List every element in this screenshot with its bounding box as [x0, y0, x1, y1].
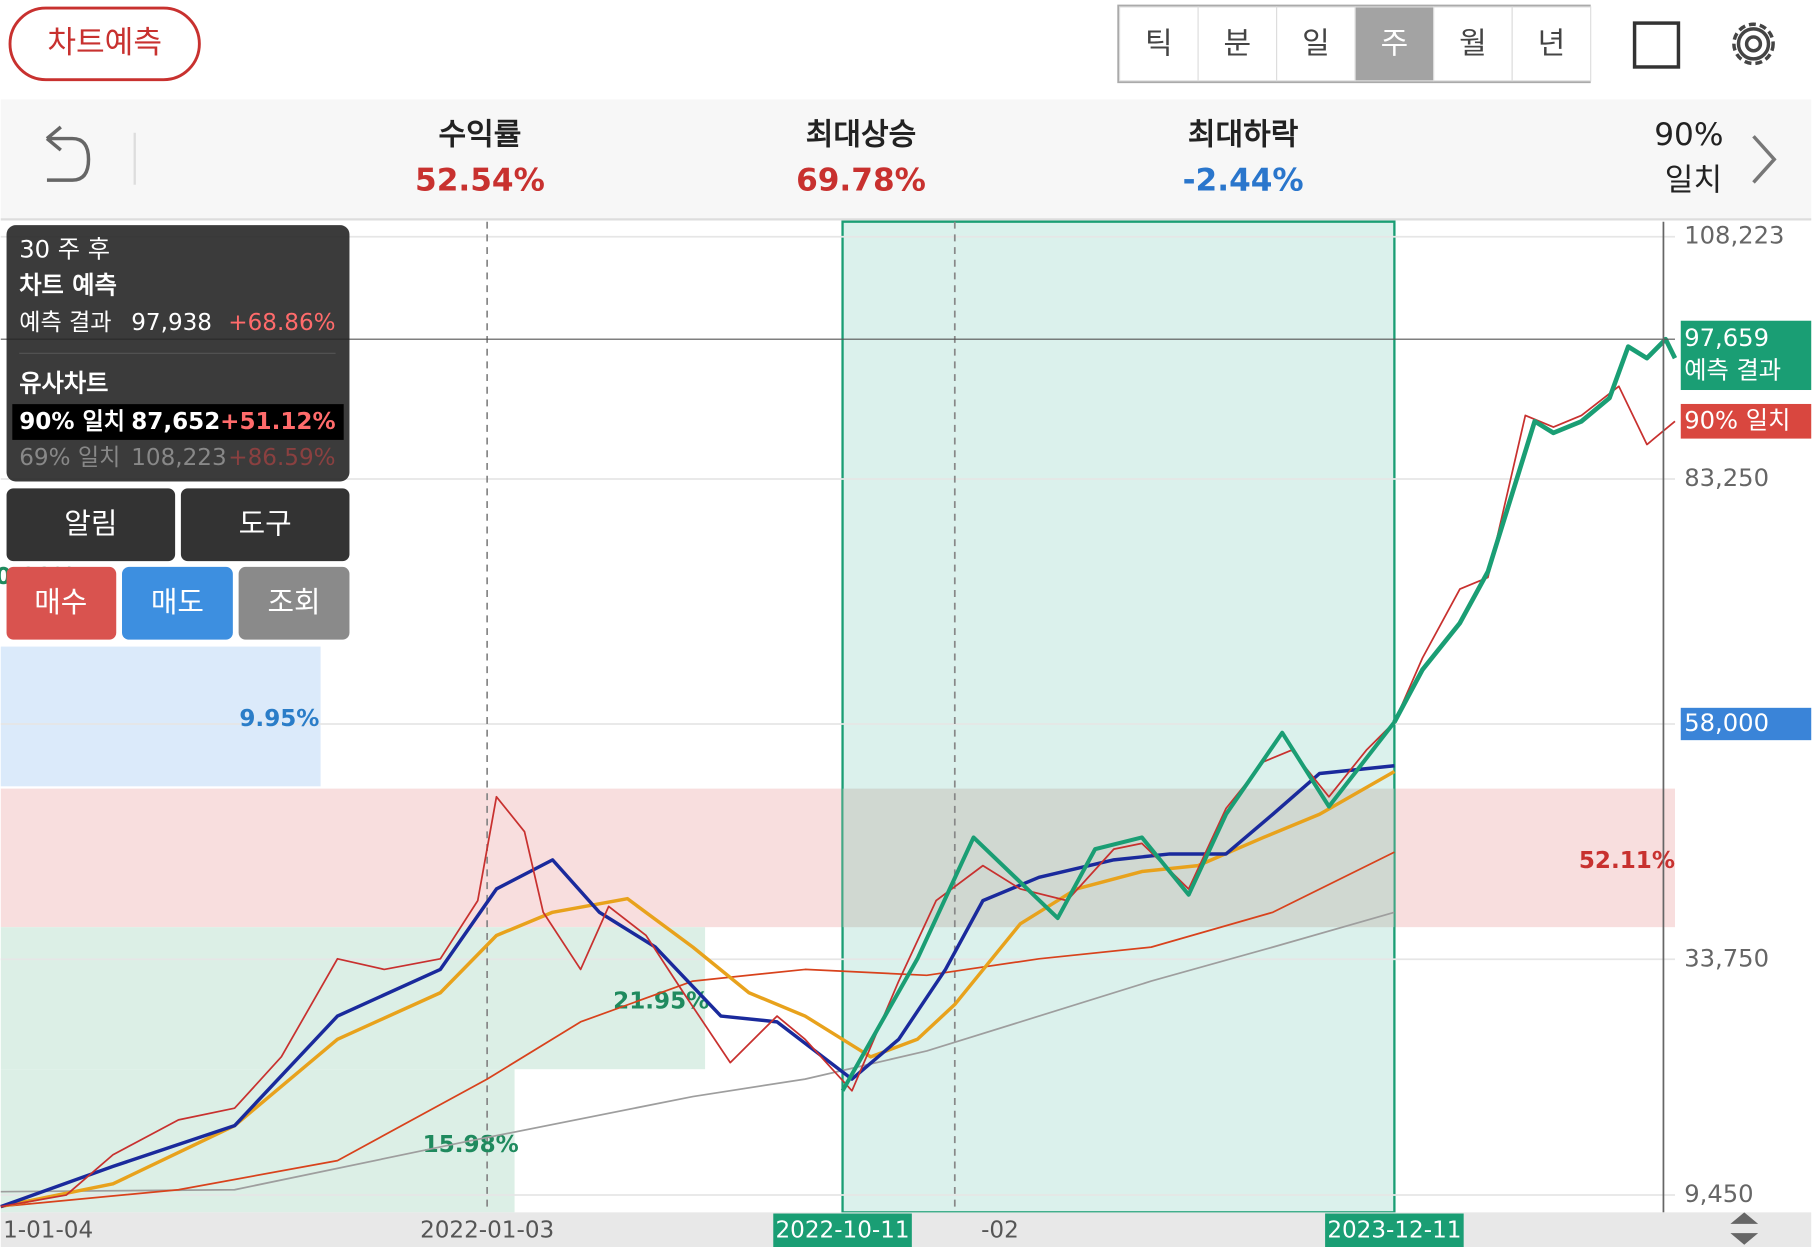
tab-label[interactable]: 월	[1459, 27, 1487, 62]
x-tick-label: 2022-01-03	[420, 1217, 554, 1243]
selected-row-bg	[12, 404, 344, 440]
panel-title: 차트 예측	[19, 270, 117, 299]
similar-title: 유사차트	[19, 368, 108, 397]
undo-icon[interactable]	[45, 125, 91, 182]
action-buttons: 알림 도구 매수 매도 조회	[6, 488, 350, 640]
tab[interactable]	[1433, 6, 1513, 82]
tool-button[interactable]	[180, 488, 350, 562]
fullscreen-icon[interactable]	[1632, 21, 1681, 69]
gear-ring	[1736, 27, 1771, 61]
sell-label[interactable]: 매도	[151, 585, 204, 619]
similar-tag	[1680, 403, 1812, 439]
panel-period: 30 주 후	[19, 235, 110, 264]
predict-button-label[interactable]: 차트예측	[47, 25, 162, 61]
view-label[interactable]: 조회	[267, 585, 320, 619]
row-price: 87,652	[131, 409, 220, 435]
zone-blue	[0, 646, 321, 787]
alert-label[interactable]: 알림	[64, 506, 117, 540]
y-tick-label: 108,223	[1684, 221, 1784, 250]
tab[interactable]	[1276, 6, 1356, 82]
result-change: +68.86%	[228, 310, 335, 336]
row-change: +86.59%	[228, 445, 335, 471]
date-tag	[1325, 1213, 1464, 1247]
series-line	[0, 851, 1395, 1208]
settings-icon[interactable]	[1732, 22, 1775, 66]
view-button[interactable]	[238, 566, 350, 640]
buy-label[interactable]: 매수	[34, 585, 87, 619]
series-line	[0, 770, 1396, 1209]
stats: 수익률 52.54% 최대상승 69.78% 최대하락 -2.44%	[415, 118, 1304, 199]
prediction-tag-label: 예측 결과	[1684, 356, 1781, 385]
sell-button[interactable]	[122, 566, 233, 640]
row-label[interactable]: 69% 일치	[19, 445, 120, 471]
tab[interactable]	[1354, 6, 1435, 82]
zone-label: 9.95%	[239, 706, 319, 732]
y-tick-label: 33,750	[1684, 943, 1769, 972]
series-line	[1392, 336, 1678, 724]
tab-label[interactable]: 틱	[1145, 27, 1173, 62]
stat-value: 52.54%	[415, 162, 545, 198]
y-tick-label: 58,000	[1684, 708, 1769, 737]
row-change: +51.12%	[220, 409, 335, 435]
tab-label[interactable]: 분	[1224, 27, 1252, 62]
y-tick-label: 83,250	[1684, 463, 1769, 492]
prediction-tag	[1680, 320, 1812, 391]
buy-button[interactable]	[6, 566, 117, 640]
tab-label[interactable]: 주	[1381, 27, 1409, 62]
stat-label: 수익률	[439, 118, 522, 153]
result-label: 예측 결과	[19, 310, 111, 336]
predict-button[interactable]	[8, 6, 201, 82]
alert-button[interactable]	[6, 488, 176, 562]
x-tick-label: 1-01-04	[3, 1217, 93, 1243]
zone-green	[0, 927, 706, 1070]
series-line	[1393, 385, 1676, 723]
date-tag	[773, 1213, 912, 1247]
zone-label: 15.98%	[423, 1132, 519, 1158]
stats-bar	[0, 99, 1812, 220]
row-price: 108,223	[131, 445, 226, 471]
zone-label: 52.11%	[1579, 848, 1675, 874]
zone-red	[0, 788, 1675, 928]
stat-label: 최대상승	[806, 118, 916, 153]
tool-label[interactable]: 도구	[239, 506, 292, 540]
series-line	[0, 721, 1396, 1208]
gear-teeth	[1732, 22, 1775, 66]
stat-value: 69.78%	[796, 162, 926, 198]
tab[interactable]	[1511, 6, 1592, 82]
match-label: 일치	[1665, 162, 1722, 198]
selection	[841, 220, 1396, 1214]
series-line	[840, 720, 1397, 1092]
result-price: 97,938	[131, 310, 212, 336]
row-label[interactable]: 90% 일치	[19, 409, 125, 435]
tick-tag	[1680, 707, 1812, 741]
tab-label[interactable]: 일	[1302, 27, 1330, 62]
prediction-tag-value: 97,659	[1684, 323, 1769, 352]
next-icon[interactable]	[1752, 135, 1777, 184]
scroll-icon[interactable]	[1730, 1212, 1759, 1245]
x-tick-label: 2022-10-11	[775, 1217, 909, 1243]
stat-value: -2.44%	[1183, 162, 1304, 198]
y-tick-label: 9,450	[1684, 1179, 1753, 1208]
x-tick-label: 2023-12-11	[1327, 1217, 1461, 1243]
x-tick-label: -02	[981, 1217, 1019, 1243]
info-panel: 30 주 후 차트 예측 예측 결과 97,938 +68.86% 유사차트 9…	[6, 225, 350, 482]
similar-tag-label: 90% 일치	[1684, 405, 1790, 434]
gear-hub	[1744, 35, 1763, 53]
tab-label[interactable]: 년	[1538, 27, 1566, 62]
chart: 9.95%52.11%21.95%15.98%0.00%9,45033,7505…	[0, 220, 1812, 1247]
stat-label: 최대하락	[1188, 118, 1299, 153]
match-percent: 90%	[1654, 117, 1723, 153]
